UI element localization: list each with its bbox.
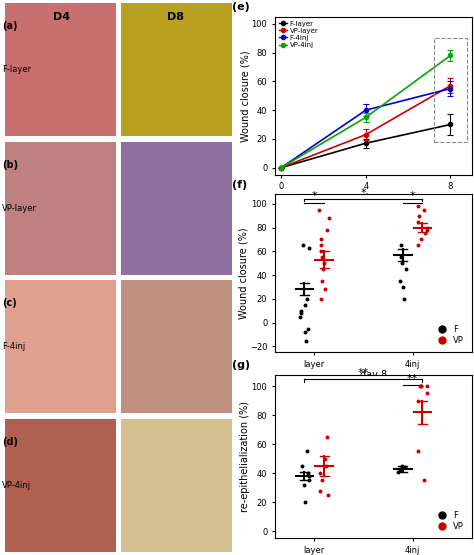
Text: VP-layer: VP-layer — [2, 204, 37, 213]
Legend: F, VP: F, VP — [431, 508, 467, 534]
Point — [414, 447, 422, 456]
Point — [324, 225, 331, 234]
Text: (c): (c) — [2, 299, 17, 309]
Legend: F, VP: F, VP — [431, 322, 467, 348]
Text: (d): (d) — [2, 437, 18, 447]
Point — [414, 396, 422, 405]
Point — [318, 235, 325, 244]
Point — [400, 295, 408, 304]
Point — [319, 253, 326, 262]
Point — [417, 382, 425, 391]
Text: (g): (g) — [232, 360, 250, 370]
Point — [414, 201, 422, 210]
Point — [398, 466, 405, 475]
Point — [322, 454, 329, 463]
Point — [417, 235, 424, 244]
X-axis label: day 8: day 8 — [360, 370, 387, 381]
Y-axis label: Wound closure (%): Wound closure (%) — [238, 228, 248, 319]
Point — [300, 241, 307, 250]
Point — [401, 463, 408, 472]
Point — [316, 469, 323, 478]
Point — [398, 253, 405, 262]
Text: *: * — [410, 191, 415, 201]
Point — [316, 486, 324, 495]
Point — [394, 467, 402, 476]
Point — [303, 336, 310, 345]
Text: D4: D4 — [53, 12, 70, 22]
Point — [304, 469, 311, 478]
Text: *: * — [311, 191, 317, 201]
Point — [323, 432, 330, 441]
Text: (e): (e) — [232, 2, 249, 12]
Point — [320, 259, 328, 268]
Point — [423, 389, 430, 398]
Point — [423, 223, 431, 232]
Point — [419, 205, 427, 214]
Text: (f): (f) — [232, 180, 247, 190]
Point — [301, 328, 309, 337]
Point — [399, 259, 406, 268]
Point — [296, 312, 304, 321]
Point — [415, 241, 422, 250]
Text: **: ** — [358, 369, 369, 379]
Y-axis label: Wound closure (%): Wound closure (%) — [240, 50, 250, 142]
Point — [422, 229, 429, 238]
Point — [317, 247, 325, 256]
Point — [303, 295, 310, 304]
Point — [416, 382, 423, 391]
Bar — [434, 38, 467, 142]
Point — [304, 324, 312, 333]
Point — [298, 461, 306, 470]
Point — [324, 491, 331, 500]
Point — [399, 282, 407, 291]
Point — [396, 276, 404, 285]
Point — [321, 285, 329, 294]
Point — [397, 241, 404, 250]
Point — [402, 265, 410, 274]
Text: (a): (a) — [2, 21, 18, 31]
Point — [325, 214, 333, 223]
Point — [316, 205, 323, 214]
Point — [302, 498, 310, 507]
Point — [297, 306, 305, 315]
Text: D8: D8 — [167, 12, 184, 22]
Point — [301, 300, 309, 309]
Point — [417, 382, 425, 391]
Point — [305, 243, 313, 252]
Point — [305, 472, 313, 481]
Point — [319, 476, 326, 485]
Point — [297, 309, 305, 317]
Point — [423, 225, 431, 234]
Point — [423, 382, 431, 391]
Point — [397, 465, 404, 473]
Point — [415, 211, 423, 220]
Point — [322, 461, 330, 470]
X-axis label: days: days — [362, 193, 385, 203]
Text: F-layer: F-layer — [2, 65, 31, 74]
Text: *: * — [361, 188, 366, 199]
Point — [300, 480, 308, 489]
Y-axis label: re-epithelialization (%): re-epithelialization (%) — [240, 401, 250, 512]
Text: F-4inj: F-4inj — [2, 342, 26, 351]
Point — [305, 476, 313, 485]
Text: VP-4inj: VP-4inj — [2, 481, 31, 490]
Point — [398, 461, 405, 470]
Point — [414, 217, 422, 226]
Point — [317, 295, 324, 304]
Point — [303, 447, 311, 456]
Text: (b): (b) — [2, 160, 18, 170]
Point — [319, 265, 327, 274]
Legend: F-layer, VP-layer, F-4inj, VP-4inj: F-layer, VP-layer, F-4inj, VP-4inj — [278, 20, 319, 49]
Point — [420, 476, 428, 485]
Point — [317, 241, 325, 250]
Point — [318, 276, 326, 285]
Text: **: ** — [407, 374, 418, 384]
